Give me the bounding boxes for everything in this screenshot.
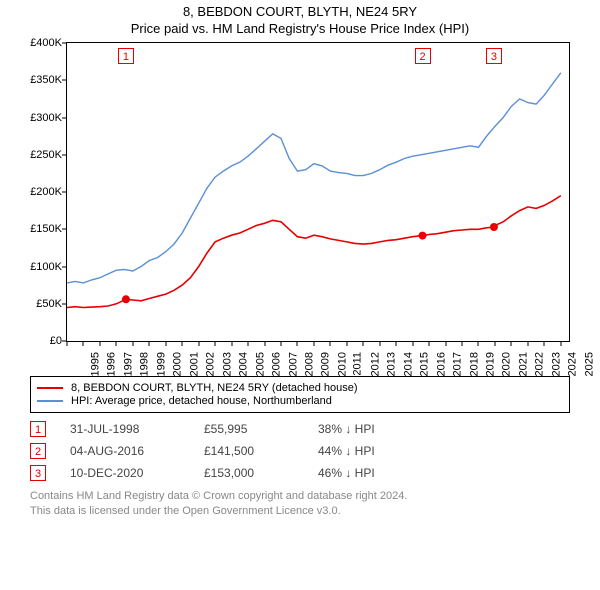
legend-swatch (37, 387, 63, 389)
x-axis-label: 2007 (287, 352, 299, 376)
y-axis-label: £50K (20, 298, 62, 310)
x-axis-label: 2009 (320, 352, 332, 376)
footer-text-1: Contains HM Land Registry data © Crown c… (30, 489, 570, 504)
sale-vs-hpi: 46% ↓ HPI (318, 466, 375, 480)
sale-marker-3: 3 (30, 465, 46, 481)
x-axis-label: 1999 (155, 352, 167, 376)
y-axis-label: £400K (20, 37, 62, 49)
x-axis-label: 1997 (122, 352, 134, 376)
x-axis-label: 2017 (452, 352, 464, 376)
chart-marker-2: 2 (415, 48, 431, 64)
sale-point (490, 223, 498, 231)
x-axis-label: 2023 (550, 352, 562, 376)
chart-marker-3: 3 (486, 48, 502, 64)
x-axis-label: 2005 (254, 352, 266, 376)
x-axis-label: 2000 (172, 352, 184, 376)
x-axis-label: 2019 (485, 352, 497, 376)
sale-point (419, 232, 427, 240)
x-axis-label: 2024 (567, 352, 579, 376)
x-axis-label: 2022 (534, 352, 546, 376)
sale-marker-1: 1 (30, 421, 46, 437)
chart-marker-1: 1 (118, 48, 134, 64)
x-axis-label: 2004 (238, 352, 250, 376)
y-axis-label: £250K (20, 149, 62, 161)
sale-marker-2: 2 (30, 443, 46, 459)
sale-date: 31-JUL-1998 (70, 422, 180, 436)
x-axis-label: 1998 (139, 352, 151, 376)
sale-row: 2 04-AUG-2016 £141,500 44% ↓ HPI (30, 443, 570, 459)
x-axis-label: 2006 (271, 352, 283, 376)
x-axis-label: 2003 (221, 352, 233, 376)
x-axis-label: 1995 (89, 352, 101, 376)
sale-price: £153,000 (204, 466, 294, 480)
x-axis-label: 2008 (303, 352, 315, 376)
y-axis-label: £350K (20, 74, 62, 86)
footer: Contains HM Land Registry data © Crown c… (30, 489, 570, 520)
sale-price: £141,500 (204, 444, 294, 458)
x-axis-label: 2016 (435, 352, 447, 376)
y-axis-label: £200K (20, 186, 62, 198)
sale-point (122, 295, 130, 303)
legend: 8, BEBDON COURT, BLYTH, NE24 5RY (detach… (30, 376, 570, 413)
y-axis-label: £300K (20, 112, 62, 124)
x-axis-label: 2015 (419, 352, 431, 376)
x-axis-label: 2013 (386, 352, 398, 376)
line-chart (67, 43, 569, 341)
series-property (67, 196, 561, 308)
legend-item-hpi: HPI: Average price, detached house, Nort… (37, 395, 563, 407)
legend-label: 8, BEBDON COURT, BLYTH, NE24 5RY (detach… (71, 382, 358, 394)
sale-row: 1 31-JUL-1998 £55,995 38% ↓ HPI (30, 421, 570, 437)
chart-container: £0£50K£100K£150K£200K£250K£300K£350K£400… (20, 42, 580, 372)
sale-date: 10-DEC-2020 (70, 466, 180, 480)
sale-row: 3 10-DEC-2020 £153,000 46% ↓ HPI (30, 465, 570, 481)
x-axis-label: 1996 (106, 352, 118, 376)
legend-label: HPI: Average price, detached house, Nort… (71, 395, 332, 407)
sale-vs-hpi: 38% ↓ HPI (318, 422, 375, 436)
page-title: 8, BEBDON COURT, BLYTH, NE24 5RY (0, 4, 600, 19)
footer-text-2: This data is licensed under the Open Gov… (30, 504, 570, 519)
y-axis-label: £100K (20, 261, 62, 273)
x-axis-label: 2025 (583, 352, 595, 376)
x-axis-label: 2010 (336, 352, 348, 376)
y-axis-label: £0 (20, 335, 62, 347)
x-axis-label: 2011 (352, 352, 364, 376)
sale-vs-hpi: 44% ↓ HPI (318, 444, 375, 458)
x-axis-label: 2014 (402, 352, 414, 376)
x-axis-label: 2020 (501, 352, 513, 376)
sale-price: £55,995 (204, 422, 294, 436)
sale-date: 04-AUG-2016 (70, 444, 180, 458)
y-axis-label: £150K (20, 223, 62, 235)
sales-table: 1 31-JUL-1998 £55,995 38% ↓ HPI 2 04-AUG… (30, 421, 570, 481)
plot-area (66, 42, 570, 342)
x-axis-label: 2021 (517, 352, 529, 376)
series-hpi (67, 73, 561, 283)
legend-swatch (37, 400, 63, 402)
x-axis-label: 2012 (369, 352, 381, 376)
page-subtitle: Price paid vs. HM Land Registry's House … (0, 21, 600, 36)
x-axis-label: 2018 (468, 352, 480, 376)
x-axis-label: 2002 (205, 352, 217, 376)
legend-item-property: 8, BEBDON COURT, BLYTH, NE24 5RY (detach… (37, 382, 563, 394)
x-axis-label: 2001 (188, 352, 200, 376)
